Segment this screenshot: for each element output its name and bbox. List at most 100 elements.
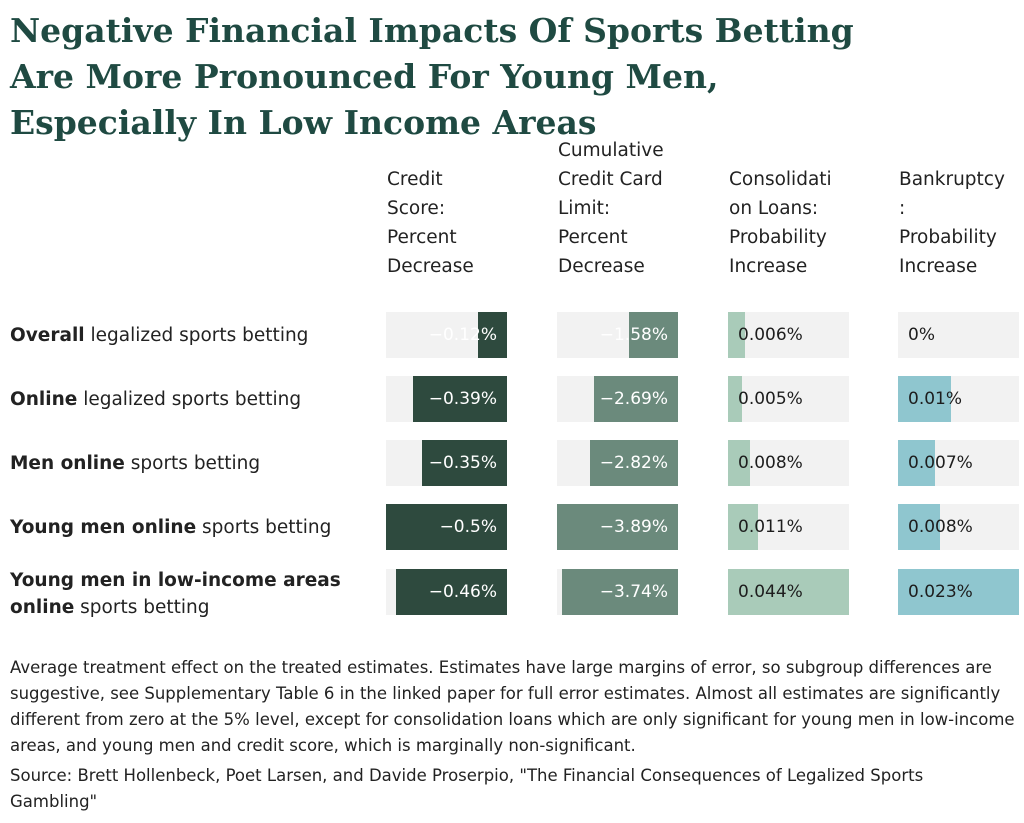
column-header-line: Credit Card [558,169,663,190]
value-label: −0.35% [428,453,497,473]
column-header: Consolidati on Loans: Probability Increase [729,165,869,281]
row-label-bold: Overall [10,325,85,346]
value-label: −3.89% [599,517,668,537]
value-label: 0.008% [738,453,803,473]
value-label: 0.006% [738,325,803,345]
row-label: Young men online sports betting [10,514,382,541]
row-label-rest: sports betting [124,453,261,474]
row-label: Young men in low-income areas online spo… [10,567,382,621]
value-label: −0.5% [439,517,497,537]
value-label: 0.044% [738,582,803,602]
value-label: 0.011% [738,517,803,537]
column-header-line: Percent [387,227,457,248]
table-cell: −0.46% [386,569,507,615]
row-label-bold: Young men online [10,517,197,538]
value-bar [898,376,951,422]
row-label: Overall legalized sports betting [10,322,382,349]
value-bar [422,440,507,486]
column-header-line: : [899,198,906,219]
table-cell: −0.39% [386,376,507,422]
column-header-line: Decrease [558,256,645,277]
column-header-line: Credit [387,169,443,190]
column-header-line: Increase [729,256,808,277]
table-cell: −2.69% [557,376,678,422]
column-header-line: Limit: [558,198,611,219]
value-label: 0.023% [908,582,973,602]
value-label: −1.58% [599,325,668,345]
value-label: 0.005% [738,389,803,409]
value-bar [557,504,678,550]
column-header-line: Score: [387,198,446,219]
value-bar [478,312,507,358]
value-label: 0% [908,325,935,345]
value-bar [562,569,678,615]
column-header-line: on Loans: [729,198,819,219]
row-label-rest: sports betting [74,597,210,618]
table-cell: −2.82% [557,440,678,486]
table-cell: −0.12% [386,312,507,358]
value-bar [728,440,750,486]
value-bar [590,440,678,486]
value-label: 0.007% [908,453,973,473]
row-label-rest: legalized sports betting [77,389,302,410]
value-label: −0.46% [428,582,497,602]
value-label: −3.74% [599,582,668,602]
value-bar [728,312,745,358]
value-label: −0.39% [428,389,497,409]
row-label: Men online sports betting [10,450,382,477]
row-label-rest: legalized sports betting [84,325,309,346]
column-header-line: Increase [899,256,978,277]
row-label-rest: sports betting [196,517,332,538]
value-label: −2.69% [599,389,668,409]
value-label: −2.82% [599,453,668,473]
title-line: Negative Financial Impacts Of Sports Bet… [10,11,854,50]
column-header: Bankruptcy: Probability Increase [899,165,1024,281]
row-label-bold: Young men in low-income areas online [10,570,341,618]
column-header: Credit Score: Percent Decrease [387,165,527,281]
value-bar [898,440,935,486]
column-header-line: Consolidati [729,169,832,190]
source-note: Source: Brett Hollenbeck, Poet Larsen, a… [10,766,924,811]
value-label: 0.01% [908,389,963,409]
table-cell: −0.5% [386,504,507,550]
title-line: Especially In Low Income Areas [10,103,597,142]
footnote: Average treatment effect on the treated … [10,658,1015,755]
value-bar [728,569,849,615]
value-bar [386,504,507,550]
table-cell: 0.023% [898,569,1019,615]
table-cell: 0.006% [728,312,849,358]
table-cell: −0.35% [386,440,507,486]
value-bar [898,504,940,550]
value-bar [594,376,678,422]
column-header-line: Decrease [387,256,474,277]
column-header-line: Probability [899,227,997,248]
row-label-bold: Online [10,389,78,410]
table-cell: 0.005% [728,376,849,422]
value-bar [629,312,678,358]
row-label-bold: Men online [10,453,125,474]
column-header-line: Percent [558,227,628,248]
value-label: 0.008% [908,517,973,537]
value-bar [898,569,1019,615]
column-header-line: Bankruptcy [899,169,1005,190]
column-header: Cumulative Credit Card Limit: Percent Decrea… [558,136,698,281]
table-cell: 0% [898,312,1019,358]
chart-title: Negative Financial Impacts Of Sports Bet… [10,8,1010,146]
column-header-line: Probability [729,227,827,248]
column-header-line: Cumulative [558,140,664,161]
table-cell: 0.01% [898,376,1019,422]
row-label: Online legalized sports betting [10,386,382,413]
value-bar [728,504,758,550]
value-label: −0.12% [428,325,497,345]
table-cell: 0.008% [898,504,1019,550]
table-cell: 0.008% [728,440,849,486]
value-bar [728,376,742,422]
table-cell: −3.89% [557,504,678,550]
table-cell: −1.58% [557,312,678,358]
table-cell: 0.044% [728,569,849,615]
table-cell: 0.011% [728,504,849,550]
value-bar [396,569,507,615]
value-bar [413,376,507,422]
title-line: Are More Pronounced For Young Men, [10,57,719,96]
table-cell: 0.007% [898,440,1019,486]
